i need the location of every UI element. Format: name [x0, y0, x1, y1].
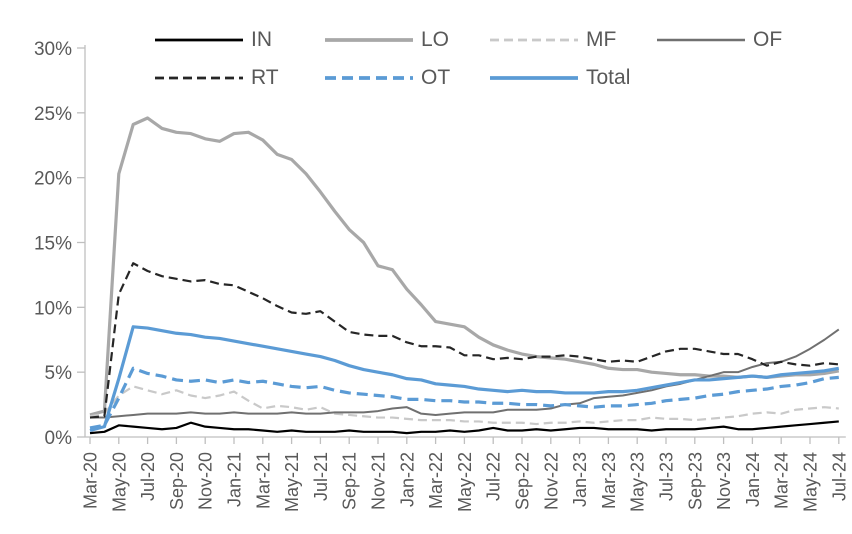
- x-tick-label: May-24: [801, 452, 821, 512]
- legend-item-mf: MF: [490, 29, 616, 51]
- legend-item-of: OF: [657, 29, 782, 51]
- x-tick-label: Sep-20: [167, 452, 187, 510]
- x-tick-label: Nov-20: [196, 452, 216, 510]
- series-line-mf: [89, 385, 839, 426]
- y-tick-label: 30%: [34, 39, 72, 60]
- legend-swatch-of: [657, 38, 745, 42]
- x-tick-label: Jul-24: [829, 452, 849, 501]
- legend-item-rt: RT: [155, 67, 279, 89]
- x-tick-label: Sep-23: [685, 452, 705, 510]
- legend-swatch-total: [490, 76, 578, 80]
- x-tick-label: Mar-20: [81, 452, 101, 509]
- series-line-lo: [89, 116, 840, 417]
- x-tick-label: May-23: [628, 452, 648, 512]
- legend-label: OT: [421, 66, 451, 89]
- legend-label: RT: [251, 66, 279, 89]
- legend-label: OF: [753, 28, 783, 51]
- x-tick-label: May-21: [282, 452, 302, 512]
- x-tick-label: May-20: [109, 452, 129, 512]
- series-line-total: [89, 325, 840, 433]
- y-tick-label: 0%: [45, 428, 73, 449]
- x-tick-label: Jan-22: [397, 452, 417, 507]
- x-tick-label: Sep-21: [340, 452, 360, 510]
- x-tick-label: Nov-23: [714, 452, 734, 510]
- x-tick-label: Mar-21: [253, 452, 273, 509]
- series-line-in: [89, 420, 839, 435]
- x-tick-label: Sep-22: [513, 452, 533, 510]
- x-tick-label: Jan-23: [570, 452, 590, 507]
- series-line-rt: [89, 262, 839, 419]
- legend-swatch-lo: [325, 38, 413, 42]
- legend-item-in: IN: [155, 29, 272, 51]
- legend-swatch-in: [155, 38, 243, 42]
- x-tick-label: Mar-24: [772, 452, 792, 509]
- x-tick-label: Jul-23: [657, 452, 677, 501]
- x-tick-label: Jul-22: [484, 452, 504, 501]
- series-line-ot: [89, 366, 839, 430]
- series-line-of: [90, 328, 840, 419]
- y-tick-label: 25%: [34, 104, 72, 125]
- y-tick-label: 10%: [34, 298, 72, 319]
- legend-item-lo: LO: [325, 29, 449, 51]
- x-tick-label: Jul-21: [311, 452, 331, 501]
- x-tick-label: Jul-20: [138, 452, 158, 501]
- x-tick-label: Jan-24: [743, 452, 763, 507]
- legend-item-total: Total: [490, 67, 630, 89]
- legend-label: LO: [421, 28, 450, 51]
- x-tick-label: Nov-22: [541, 452, 561, 510]
- x-tick-label: Mar-23: [599, 452, 619, 509]
- legend-swatch-mf: [490, 38, 578, 42]
- y-tick-label: 5%: [45, 363, 73, 384]
- x-tick-label: Mar-22: [426, 452, 446, 509]
- legend-item-ot: OT: [325, 67, 450, 89]
- legend-label: Total: [586, 66, 631, 89]
- x-tick-label: Nov-21: [369, 452, 389, 510]
- y-tick-label: 15%: [34, 234, 72, 255]
- legend-label: MF: [586, 28, 617, 51]
- legend-swatch-rt: [155, 76, 243, 80]
- legend-label: IN: [251, 28, 272, 51]
- x-tick-label: May-22: [455, 452, 475, 512]
- legend-swatch-ot: [325, 76, 413, 80]
- y-tick-label: 20%: [34, 169, 72, 190]
- x-tick-label: Jan-21: [225, 452, 245, 507]
